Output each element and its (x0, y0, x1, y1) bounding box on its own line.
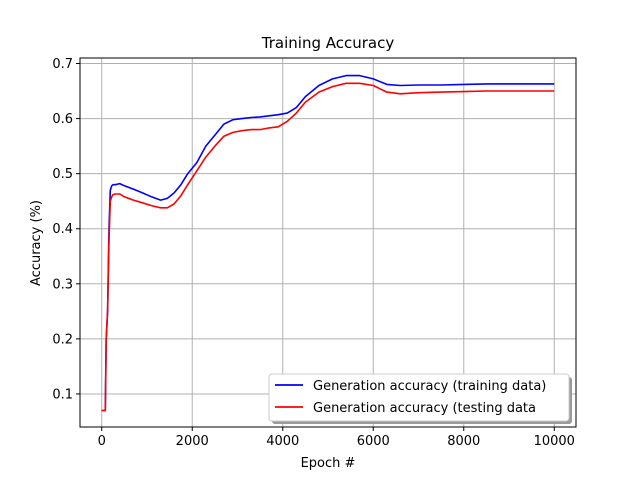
y-tick-label: 0.2 (52, 332, 73, 347)
y-tick-label: 0.4 (52, 222, 73, 237)
x-tick-label: 0 (98, 434, 106, 449)
series-line-2 (101, 82, 555, 412)
chart-title: Training Accuracy (261, 34, 395, 52)
x-tick-label: 6000 (357, 434, 390, 449)
plot-frame (79, 57, 577, 428)
x-tick-label: 4000 (266, 434, 299, 449)
x-tick-label: 2000 (176, 434, 209, 449)
y-tick-label: 0.5 (52, 167, 73, 182)
y-axis-ticks: 0.1 0.2 0.3 0.4 0.5 0.6 0.7 (52, 57, 80, 402)
legend-label: Generation accuracy (training data) (313, 379, 546, 394)
y-tick-label: 0.7 (52, 57, 73, 72)
legend-label: Generation accuracy (testing data (313, 401, 536, 416)
x-tick-label: 10000 (534, 434, 575, 449)
y-tick-label: 0.3 (52, 277, 73, 292)
grid-lines (80, 58, 576, 427)
series-layer (101, 74, 555, 412)
legend-box (268, 373, 570, 422)
series-line-1 (101, 74, 555, 412)
y-axis-label: Accuracy (%) (29, 200, 44, 286)
x-axis-label: Epoch # (301, 456, 356, 471)
y-tick-label: 0.1 (52, 387, 73, 402)
x-tick-label: 8000 (447, 434, 480, 449)
y-tick-label: 0.6 (52, 112, 73, 127)
legend: Generation accuracy (training data) Gener… (268, 373, 572, 424)
x-axis-ticks: 0 2000 4000 6000 8000 10000 (98, 427, 575, 449)
